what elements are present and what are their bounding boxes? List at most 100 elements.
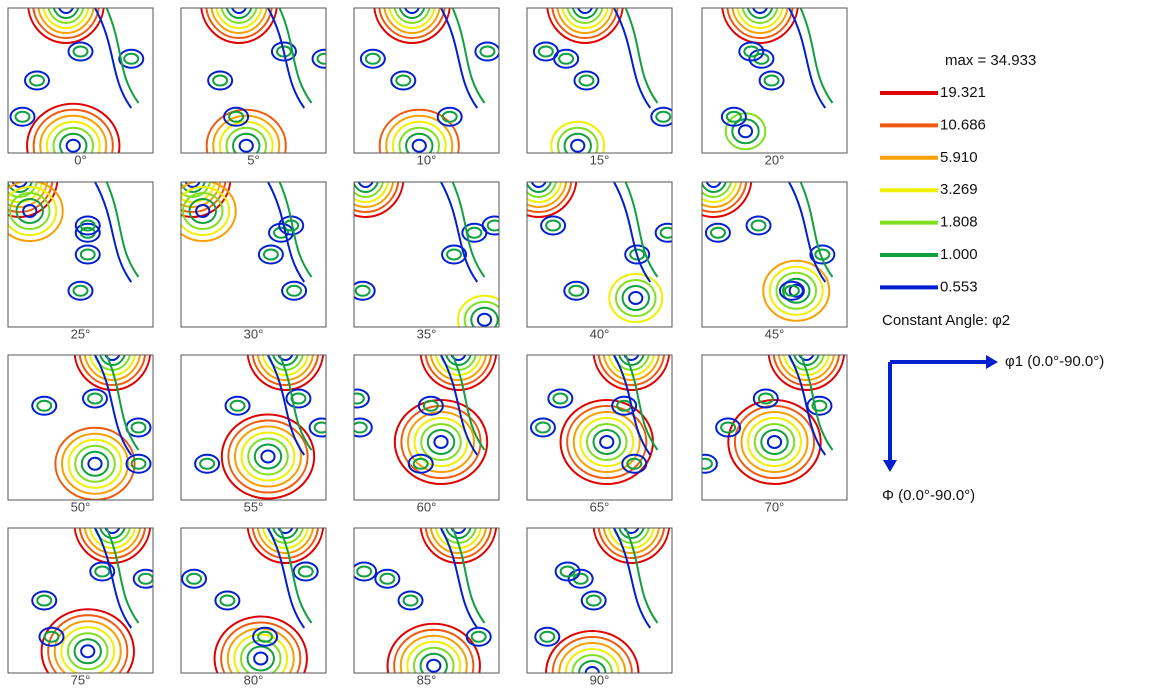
section-panel (181, 182, 313, 301)
contour (721, 8, 799, 44)
axis-key: φ1 (0.0°-90.0°) Φ (0.0°-90.0°) (882, 353, 1104, 504)
contour (220, 8, 258, 24)
contour (37, 8, 95, 34)
contour (354, 417, 373, 438)
contour (537, 45, 554, 58)
contour (27, 8, 105, 44)
section-panel (8, 182, 140, 301)
contour (73, 528, 152, 564)
contour (219, 594, 236, 607)
contour (412, 457, 429, 470)
constant-angle: Constant Angle: φ2 (882, 312, 1010, 329)
contour (278, 355, 313, 451)
panel-frame (180, 354, 327, 501)
contour (354, 182, 395, 208)
contour (94, 182, 133, 283)
contour (230, 8, 248, 14)
contour (618, 528, 645, 539)
contour (406, 640, 462, 673)
section-label: 80° (244, 672, 264, 687)
contour (105, 355, 140, 451)
contour (420, 423, 462, 461)
contour (200, 8, 278, 44)
section-label: 30° (244, 326, 264, 341)
section-panel (31, 528, 153, 673)
contour (782, 277, 811, 304)
contour (775, 271, 818, 310)
contour (440, 528, 479, 629)
contour (702, 182, 743, 208)
contour (8, 182, 33, 193)
contour (750, 219, 767, 232)
contour (229, 399, 246, 412)
contour (798, 355, 815, 361)
arrow-head (883, 460, 897, 472)
contour (130, 421, 147, 434)
section-label: 75° (71, 672, 91, 687)
contour (450, 355, 467, 361)
contour (132, 568, 153, 589)
contour (419, 652, 448, 673)
legend-label: 19.321 (940, 84, 986, 101)
section-label: 40° (590, 326, 610, 341)
contour (36, 594, 53, 607)
contour (613, 182, 652, 283)
contour (308, 417, 326, 438)
contour (123, 52, 140, 65)
section-label: 90° (590, 672, 610, 687)
contour (72, 284, 89, 297)
contour (57, 8, 75, 14)
contour (8, 182, 39, 198)
contour (654, 222, 672, 243)
contour (429, 528, 488, 554)
contour (354, 561, 378, 582)
contour (227, 419, 309, 494)
contour (758, 70, 785, 91)
section-panel (702, 355, 846, 485)
contour (585, 594, 602, 607)
contour (31, 590, 58, 611)
contour (411, 138, 427, 153)
contour (212, 114, 281, 153)
contour (383, 8, 441, 34)
section-label: 25° (71, 326, 91, 341)
contour (393, 628, 475, 673)
contour (181, 568, 208, 589)
legend-label: 3.269 (940, 181, 978, 198)
contour (539, 630, 556, 643)
contour (702, 182, 733, 198)
contour (78, 528, 147, 559)
contour (260, 449, 276, 464)
contour (104, 528, 121, 534)
contour (181, 182, 212, 198)
contour (79, 219, 96, 232)
contour (746, 8, 774, 19)
contour (463, 300, 499, 327)
contour (257, 244, 284, 265)
contour (246, 645, 275, 672)
contour (799, 182, 834, 278)
section-label: 85° (417, 672, 437, 687)
contour (267, 182, 306, 283)
section-label: 55° (244, 499, 264, 514)
contour (417, 395, 444, 416)
legend-label: 1.000 (940, 246, 978, 263)
contour (602, 528, 661, 554)
contour (286, 284, 303, 297)
contour (748, 48, 775, 69)
contour (715, 417, 742, 438)
contour (413, 417, 469, 467)
contour (470, 306, 499, 327)
section-label: 15° (590, 152, 610, 167)
contour (374, 568, 401, 589)
contour (195, 204, 211, 218)
panel-frame (7, 181, 154, 328)
contour (188, 198, 217, 224)
section-grid: 0° 5° 10° 15° 20° 25° 30° 35° 40° 45° 50° 55° 60° 65°… (7, 7, 848, 687)
contour (393, 8, 431, 24)
contour (87, 456, 103, 471)
contour (563, 280, 590, 301)
contour (32, 8, 100, 39)
contour (733, 405, 816, 479)
section-label: 35° (417, 326, 437, 341)
